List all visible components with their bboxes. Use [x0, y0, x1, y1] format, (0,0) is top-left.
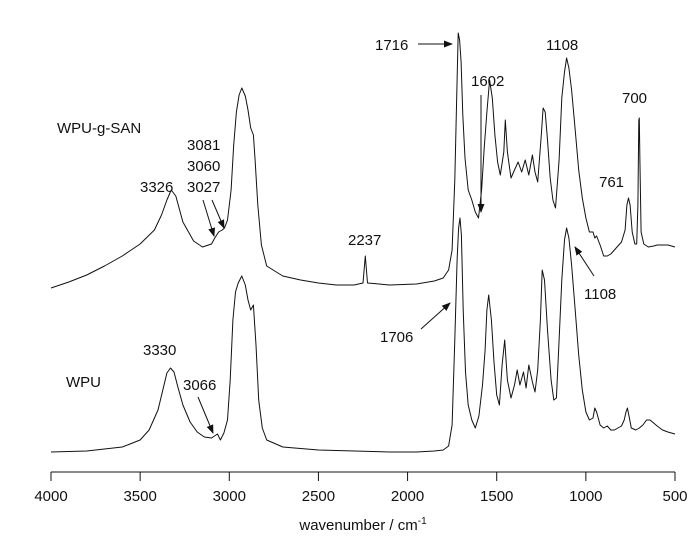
peak-label-1716: 1716: [375, 37, 408, 54]
x-axis-ticks: [50, 472, 676, 481]
x-axis-title: wavenumber / cm-1: [298, 516, 427, 534]
peak-arrow-3081: [202, 199, 216, 237]
peak-label-3060: 3060: [187, 158, 220, 175]
peak-arrow-1108-wpu: [574, 246, 595, 277]
peak-arrow-3066: [197, 396, 214, 434]
series-label-wpu: WPU: [66, 374, 101, 391]
peak-label-3326: 3326: [140, 179, 173, 196]
series-line-wpu-g-san: [50, 32, 676, 289]
plot-lines: [50, 32, 676, 453]
peak-label-2237: 2237: [348, 232, 381, 249]
series-label-wpu-g-san: WPU-g-SAN: [57, 120, 141, 137]
peak-label-1706: 1706: [380, 329, 413, 346]
x-tick-label-1500: 1500: [480, 488, 513, 505]
peak-arrow-3027: [211, 199, 225, 229]
series-line-wpu: [50, 217, 676, 453]
peak-label-3066: 3066: [183, 377, 216, 394]
x-tick-label-1000: 1000: [569, 488, 602, 505]
peak-label-1602: 1602: [471, 73, 504, 90]
x-tick-label-500: 500: [662, 488, 687, 505]
peak-label-3081: 3081: [187, 137, 220, 154]
peak-label-761: 761: [599, 174, 624, 191]
peak-arrow-1706: [420, 302, 451, 330]
x-axis-tick-labels: 4000 3500 3000 2500 2000 1500 1000 500: [34, 488, 687, 505]
peak-label-700: 700: [622, 90, 647, 107]
x-tick-label-4000: 4000: [34, 488, 67, 505]
peak-label-1108-wpu: 1108: [584, 286, 616, 303]
peak-label-3027: 3027: [187, 179, 220, 196]
x-tick-label-3500: 3500: [123, 488, 156, 505]
peak-label-1108-wpu-g-san: 1108: [546, 37, 578, 54]
x-tick-label-3000: 3000: [213, 488, 246, 505]
x-tick-label-2500: 2500: [302, 488, 335, 505]
x-tick-label-2000: 2000: [391, 488, 424, 505]
peak-label-3330: 3330: [143, 342, 176, 359]
